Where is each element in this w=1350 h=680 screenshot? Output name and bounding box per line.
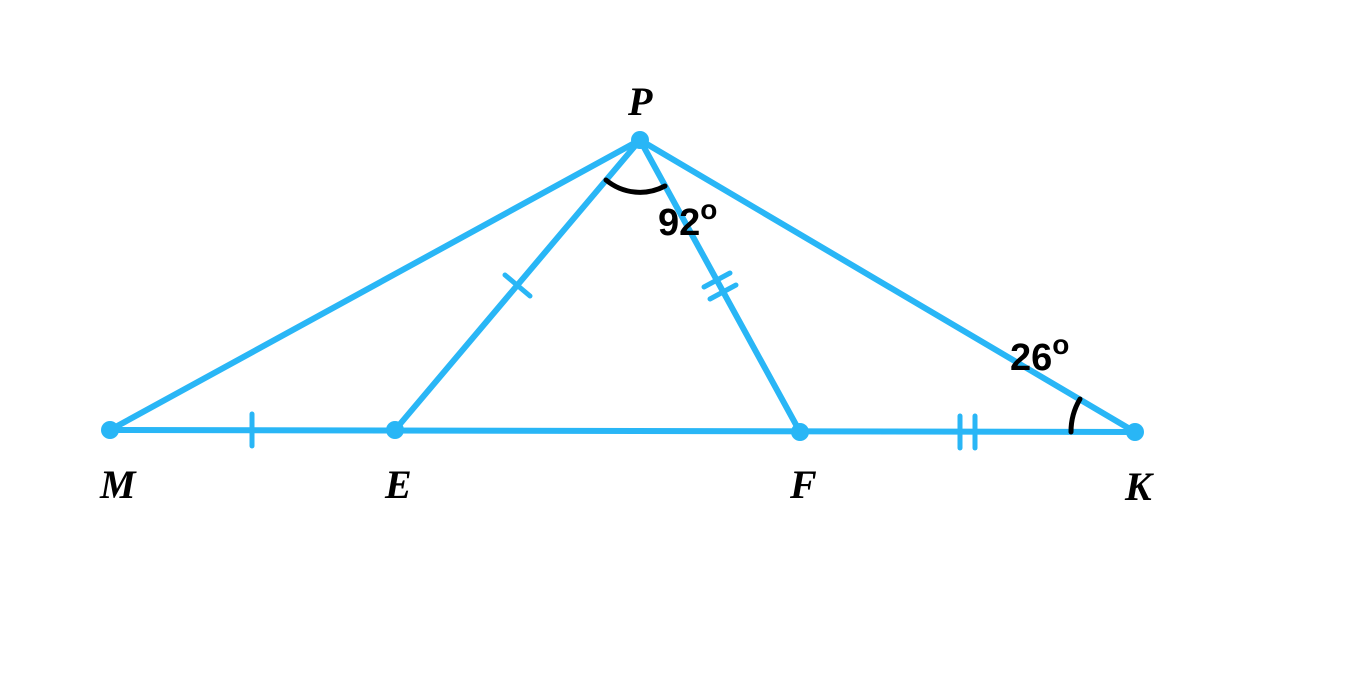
angle-K-deg: o <box>1052 329 1069 360</box>
label-F: F <box>789 462 817 507</box>
angle-K-value: 26 <box>1010 337 1052 379</box>
point-F <box>791 423 809 441</box>
angle-label-P: 92o <box>658 194 717 244</box>
geometry-figure: P M E F K 92o 26o <box>0 0 1350 680</box>
segments <box>110 140 1135 432</box>
angle-arc-K <box>1071 399 1080 432</box>
segment-PK <box>640 140 1135 432</box>
point-labels: P M E F K <box>99 79 1154 509</box>
label-K: K <box>1124 464 1154 509</box>
angle-arc-P <box>606 180 665 192</box>
label-P: P <box>627 79 653 124</box>
segment-MP <box>110 140 640 430</box>
angle-P-value: 92 <box>658 202 700 244</box>
vertex-points <box>101 131 1144 441</box>
label-E: E <box>384 462 412 507</box>
angle-label-K: 26o <box>1010 329 1069 379</box>
angle-P-deg: o <box>700 194 717 225</box>
point-K <box>1126 423 1144 441</box>
point-M <box>101 421 119 439</box>
point-P <box>631 131 649 149</box>
point-E <box>386 421 404 439</box>
tick-marks <box>252 273 975 448</box>
label-M: M <box>99 462 137 507</box>
segment-MK <box>110 430 1135 432</box>
